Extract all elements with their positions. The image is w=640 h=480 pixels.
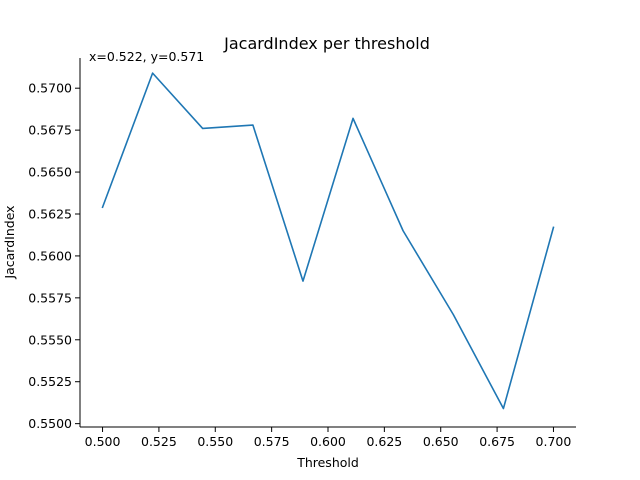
- x-tick-label: 0.500: [85, 434, 121, 449]
- y-tick-label: 0.5650: [28, 165, 72, 180]
- y-axis-ticks: 0.5500 0.5525 0.5550 0.5575 0.5600 0.5625 0.56…: [28, 81, 80, 431]
- y-tick-label: 0.5550: [28, 332, 72, 347]
- cursor-readout: x=0.522, y=0.571: [89, 49, 204, 64]
- series-line: [101, 72, 555, 410]
- series-layer: [101, 72, 555, 410]
- x-tick-label: 0.700: [536, 434, 572, 449]
- y-tick-label: 0.5500: [28, 416, 72, 431]
- x-tick-label: 0.675: [479, 434, 515, 449]
- x-tick-label: 0.650: [423, 434, 459, 449]
- y-tick-label: 0.5675: [28, 123, 72, 138]
- chart-title: JacardIndex per threshold: [223, 34, 430, 53]
- y-tick-label: 0.5600: [28, 248, 72, 263]
- y-axis-label: JacardIndex: [2, 205, 17, 279]
- y-tick-label: 0.5525: [28, 374, 72, 389]
- x-axis-ticks: 0.500 0.525 0.550 0.575 0.600 0.625 0.650 0.675…: [85, 427, 572, 449]
- x-tick-label: 0.575: [254, 434, 290, 449]
- x-axis-label: Threshold: [296, 455, 359, 470]
- y-tick-label: 0.5700: [28, 81, 72, 96]
- y-tick-label: 0.5575: [28, 290, 72, 305]
- x-tick-label: 0.625: [366, 434, 402, 449]
- x-tick-label: 0.600: [310, 434, 346, 449]
- y-tick-label: 0.5625: [28, 206, 72, 221]
- x-tick-label: 0.550: [197, 434, 233, 449]
- x-tick-label: 0.525: [141, 434, 177, 449]
